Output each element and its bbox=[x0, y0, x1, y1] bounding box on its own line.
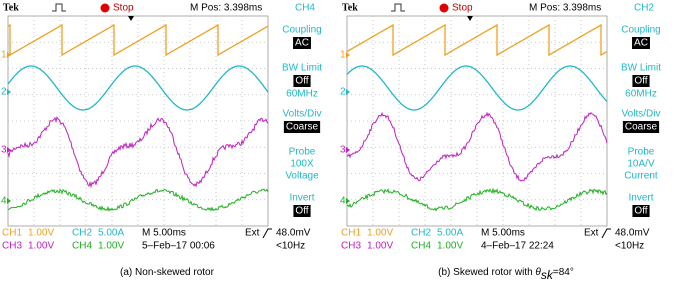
position: M Pos: 3.398ms bbox=[529, 3, 601, 14]
brand: Tek bbox=[3, 2, 19, 13]
header-bar bbox=[339, 0, 674, 16]
caption-text: (a) Non-skewed rotor bbox=[120, 267, 215, 278]
channel: CH2 bbox=[634, 3, 654, 14]
menu-label: Coupling bbox=[282, 25, 321, 36]
channel-name: CH2 bbox=[411, 228, 431, 239]
caption: (a) Non-skewed rotor bbox=[120, 267, 215, 278]
channel-name: CH3 bbox=[341, 241, 361, 252]
trigger-level: 48.0mV bbox=[276, 228, 311, 239]
menu-label: Probe bbox=[289, 147, 316, 158]
menu-value: AC bbox=[295, 38, 309, 49]
scope-panel: Tek Stop M Pos: 3.398ms CH2 1 2 3 4 Coupling AC BW… bbox=[339, 0, 674, 282]
channel-name: CH4 bbox=[72, 241, 92, 252]
menu-label: Probe bbox=[628, 147, 655, 158]
menu-label: Volts/Div bbox=[283, 109, 322, 120]
channel-name: CH1 bbox=[341, 228, 361, 239]
menu-note: 60MHz bbox=[286, 89, 318, 100]
stop-dot bbox=[440, 4, 449, 13]
menu-line: 100X bbox=[290, 159, 314, 170]
menu-value: Off bbox=[634, 206, 647, 217]
channel-name: CH4 bbox=[411, 241, 431, 252]
menu-line: Current bbox=[624, 171, 658, 182]
menu-label: Coupling bbox=[621, 25, 660, 36]
date: 4–Feb–17 22:24 bbox=[481, 241, 554, 252]
frequency: <10Hz bbox=[276, 241, 305, 252]
channel-scale: 5.00A bbox=[437, 228, 463, 239]
menu-label: BW Limit bbox=[282, 63, 322, 74]
channel: CH4 bbox=[295, 3, 315, 14]
channel-scale: 1.00V bbox=[367, 228, 393, 239]
status: Stop bbox=[452, 3, 473, 14]
channel-scale: 1.00V bbox=[28, 241, 54, 252]
brand: Tek bbox=[342, 2, 358, 13]
status: Stop bbox=[113, 3, 134, 14]
menu-value: Off bbox=[295, 206, 308, 217]
channel-marker: 1 bbox=[1, 50, 7, 61]
menu-label: Invert bbox=[289, 193, 314, 204]
position: M Pos: 3.398ms bbox=[190, 3, 262, 14]
menu-note: 60MHz bbox=[625, 89, 657, 100]
timebase: M 5.00ms bbox=[481, 228, 525, 239]
trigger-slope bbox=[602, 229, 611, 238]
channel-scale: 1.00V bbox=[98, 241, 124, 252]
trigger-source: Ext bbox=[584, 228, 599, 239]
menu-value: Off bbox=[634, 76, 647, 87]
channel-name: CH2 bbox=[72, 228, 92, 239]
channel-scale: 1.00V bbox=[437, 241, 463, 252]
frequency: <10Hz bbox=[615, 241, 644, 252]
caption: (b) Skewed rotor with θsk=84° bbox=[438, 267, 574, 283]
menu-value: Off bbox=[295, 76, 308, 87]
date: 5–Feb–17 00:06 bbox=[142, 241, 215, 252]
header-bar bbox=[0, 0, 335, 16]
channel-marker: 2 bbox=[340, 87, 346, 98]
menu-value: AC bbox=[634, 38, 648, 49]
menu-line: Voltage bbox=[285, 171, 319, 182]
channel-marker: 2 bbox=[1, 87, 7, 98]
channel-name: CH3 bbox=[2, 241, 22, 252]
channel-name: CH1 bbox=[2, 228, 22, 239]
channel-marker: 3 bbox=[340, 145, 346, 156]
menu-line: 10A/V bbox=[627, 159, 655, 170]
channel-marker: 3 bbox=[1, 145, 7, 156]
menu-value: Coarse bbox=[625, 122, 658, 133]
channel-scale: 5.00A bbox=[98, 228, 124, 239]
trigger-slope bbox=[263, 229, 272, 238]
trigger-source: Ext bbox=[245, 228, 260, 239]
channel-scale: 1.00V bbox=[367, 241, 393, 252]
channel-marker: 4 bbox=[340, 196, 346, 207]
trigger-level: 48.0mV bbox=[615, 228, 650, 239]
caption-value: =84° bbox=[553, 267, 574, 278]
caption-text: (b) Skewed rotor with bbox=[438, 267, 535, 278]
menu-label: BW Limit bbox=[621, 63, 661, 74]
menu-value: Coarse bbox=[286, 122, 319, 133]
scope-panel: Tek Stop M Pos: 3.398ms CH4 1 2 3 4 Coupling AC BW… bbox=[0, 0, 335, 278]
menu-label: Invert bbox=[628, 193, 653, 204]
menu-label: Volts/Div bbox=[622, 109, 661, 120]
channel-marker: 1 bbox=[340, 50, 346, 61]
channel-scale: 1.00V bbox=[28, 228, 54, 239]
stop-dot bbox=[101, 4, 110, 13]
figure: Tek Stop M Pos: 3.398ms CH4 1 2 3 4 Coupling AC BW… bbox=[0, 0, 674, 284]
channel-marker: 4 bbox=[1, 196, 7, 207]
timebase: M 5.00ms bbox=[142, 228, 186, 239]
